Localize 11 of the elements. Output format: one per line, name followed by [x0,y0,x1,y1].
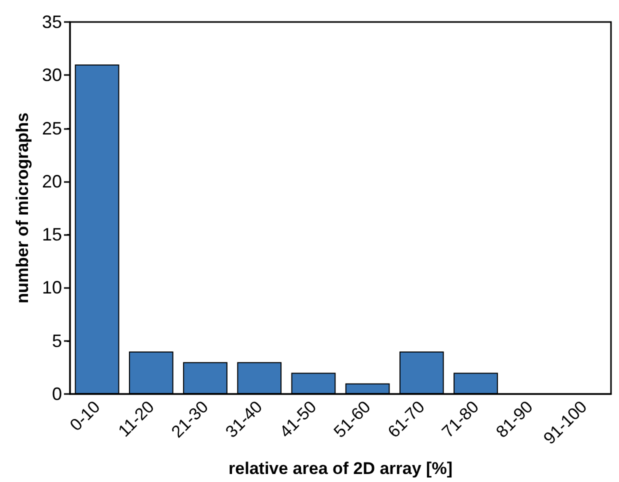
y-tick-label: 35 [42,12,62,32]
y-tick-label: 20 [42,171,62,192]
y-tick-label: 25 [42,118,62,138]
y-tick-label: 0 [52,384,62,404]
y-axis-title: number of micrographs [13,112,32,304]
y-tick-label: 5 [52,330,62,351]
x-tick-label: 0-10 [66,397,104,435]
y-tick-label: 30 [42,65,62,86]
x-axis-title: relative area of 2D array [%] [228,459,452,478]
y-tick-label: 15 [42,224,62,245]
y-tick-label: 10 [42,278,62,298]
